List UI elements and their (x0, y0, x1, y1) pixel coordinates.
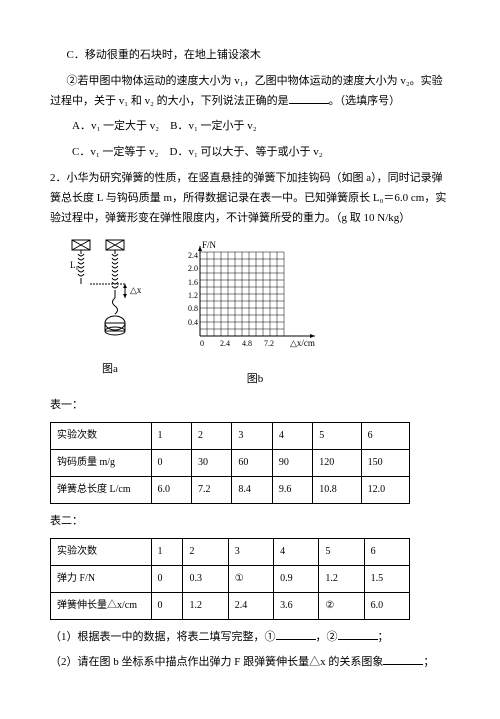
options-row1: A．v₁ 一定大于 v₂ B．v₁ 一定小于 v₂ (72, 117, 450, 137)
figure-a: △x L₀ 图a (70, 238, 150, 380)
t2-r3-c5: ② (319, 592, 364, 619)
t2-r1-c4: 4 (274, 538, 319, 565)
t2-r2-c2: 0.3 (183, 565, 228, 592)
t2-r2-c3: ① (228, 565, 273, 592)
dx-label: △x (130, 285, 142, 295)
t2-r1-c6: 6 (364, 538, 409, 565)
t1-r2-c3: 60 (232, 449, 272, 476)
t1-r2-c6: 150 (361, 449, 409, 476)
opt-d: D．v₁ 可以大于、等于或小于 v₂ (170, 146, 323, 158)
ytick-5: 2.0 (188, 264, 198, 273)
opt-c: C．v₁ 一定等于 v₂ (72, 146, 159, 158)
ytick-3: 1.2 (188, 291, 198, 300)
t2-r3-c3: 2.4 (228, 592, 273, 619)
fig-b-label: 图b (180, 370, 330, 390)
xtick-3: 7.2 (264, 339, 274, 348)
q1-text: （1）根据表一中的数据，将表二填写完整，① (50, 631, 276, 643)
t1-r1-c5: 5 (313, 422, 361, 449)
table-row: 实验次数 1 2 3 4 5 6 (51, 422, 410, 449)
table-row: 弹簧伸长量△x/cm 0 1.2 2.4 3.6 ② 6.0 (51, 592, 410, 619)
t2-r2-c0: 弹力 F/N (51, 565, 152, 592)
t2-r1-c2: 2 (183, 538, 228, 565)
xtick-0: 0 (200, 339, 204, 348)
table-row: 实验次数 1 2 3 4 5 6 (51, 538, 410, 565)
t2-r1-c3: 3 (228, 538, 273, 565)
blank-2[interactable] (338, 639, 378, 640)
blank-3[interactable] (383, 664, 423, 665)
t2-r3-c0: 弹簧伸长量△x/cm (51, 592, 152, 619)
blank-answer[interactable] (289, 103, 329, 104)
opt-a: A．v₁ 一定大于 v₂ (72, 120, 159, 132)
t1-r3-c0: 弹簧总长度 L/cm (51, 476, 152, 503)
table-row: 弹力 F/N 0 0.3 ① 0.9 1.2 1.5 (51, 565, 410, 592)
t1-r1-c6: 6 (361, 422, 409, 449)
t1-r3-c5: 10.8 (313, 476, 361, 503)
q2-text: （2）请在图 b 坐标系中描点作出弹力 F 跟弹簧伸长量△x 的关系图象 (50, 656, 383, 668)
ytick-2: 0.8 (188, 304, 198, 313)
q2-end: ； (423, 656, 434, 668)
question-2: 2．小华为研究弹簧的性质，在竖直悬挂的弹簧下加挂钩码（如图 a），同时记录弹簧总… (50, 169, 450, 228)
grid-chart: F/N 2.4 2.0 1.6 1.2 0.8 0.4 0 2.4 4.8 7.… (180, 238, 330, 358)
t2-r1-c1: 1 (151, 538, 183, 565)
t2-r3-c2: 1.2 (183, 592, 228, 619)
t1-r2-c1: 0 (151, 449, 191, 476)
t2-r2-c1: 0 (151, 565, 183, 592)
y-axis-label: F/N (202, 240, 217, 250)
sub-q2: （2）请在图 b 坐标系中描点作出弹力 F 跟弹簧伸长量△x 的关系图象 ； (50, 653, 450, 673)
t2-r3-c4: 3.6 (274, 592, 319, 619)
table-2: 实验次数 1 2 3 4 5 6 弹力 F/N 0 0.3 ① 0.9 1.2 … (50, 538, 410, 620)
table1-title: 表一： (50, 396, 450, 416)
q1-mid: ，② (316, 631, 338, 643)
t1-r3-c4: 9.6 (272, 476, 312, 503)
figures: △x L₀ 图a F/N 2.4 2.0 1.6 1.2 0.8 0.4 0 2… (70, 238, 450, 390)
ytick-4: 1.6 (188, 278, 198, 287)
t1-r2-c0: 钩码质量 m/g (51, 449, 152, 476)
t1-r3-c1: 6.0 (151, 476, 191, 503)
option-c-prev: C．移动很重的石块时，在地上铺设滚木 (50, 46, 450, 66)
l0-label: L₀ (70, 260, 79, 270)
t1-r1-c0: 实验次数 (51, 422, 152, 449)
t1-r1-c3: 3 (232, 422, 272, 449)
opt-b: B．v₁ 一定小于 v₂ (170, 120, 257, 132)
xtick-1: 2.4 (220, 339, 230, 348)
blank-1[interactable] (276, 639, 316, 640)
q2a-tail: 。（选填序号） (329, 95, 401, 107)
x-axis-label: △x/cm (290, 338, 315, 348)
table-row: 钩码质量 m/g 0 30 60 90 120 150 (51, 449, 410, 476)
spring-diagram: △x L₀ (70, 238, 150, 348)
ytick-6: 2.4 (188, 251, 198, 260)
table-row: 弹簧总长度 L/cm 6.0 7.2 8.4 9.6 10.8 12.0 (51, 476, 410, 503)
xtick-2: 4.8 (242, 339, 252, 348)
t1-r3-c6: 12.0 (361, 476, 409, 503)
t1-r1-c1: 1 (151, 422, 191, 449)
table2-title: 表二： (50, 512, 450, 532)
t1-r1-c4: 4 (272, 422, 312, 449)
ytick-1: 0.4 (188, 318, 198, 327)
fig-a-label: 图a (70, 360, 150, 380)
figure-b: F/N 2.4 2.0 1.6 1.2 0.8 0.4 0 2.4 4.8 7.… (180, 238, 330, 390)
question-2a: ②若甲图中物体运动的速度大小为 v₁，乙图中物体运动的速度大小为 v₂。实验过程… (50, 72, 450, 112)
t2-r1-c0: 实验次数 (51, 538, 152, 565)
t2-r2-c5: 1.2 (319, 565, 364, 592)
t2-r2-c4: 0.9 (274, 565, 319, 592)
t2-r1-c5: 5 (319, 538, 364, 565)
options-row2: C．v₁ 一定等于 v₂ D．v₁ 可以大于、等于或小于 v₂ (72, 143, 450, 163)
t1-r2-c2: 30 (191, 449, 231, 476)
t2-r2-c6: 1.5 (364, 565, 409, 592)
t2-r3-c6: 6.0 (364, 592, 409, 619)
t1-r2-c4: 90 (272, 449, 312, 476)
t1-r2-c5: 120 (313, 449, 361, 476)
t1-r3-c2: 7.2 (191, 476, 231, 503)
t1-r3-c3: 8.4 (232, 476, 272, 503)
table-1: 实验次数 1 2 3 4 5 6 钩码质量 m/g 0 30 60 90 120… (50, 422, 410, 504)
t1-r1-c2: 2 (191, 422, 231, 449)
q1-end: ； (378, 631, 389, 643)
sub-q1: （1）根据表一中的数据，将表二填写完整，① ，② ； (50, 628, 450, 648)
t2-r3-c1: 0 (151, 592, 183, 619)
